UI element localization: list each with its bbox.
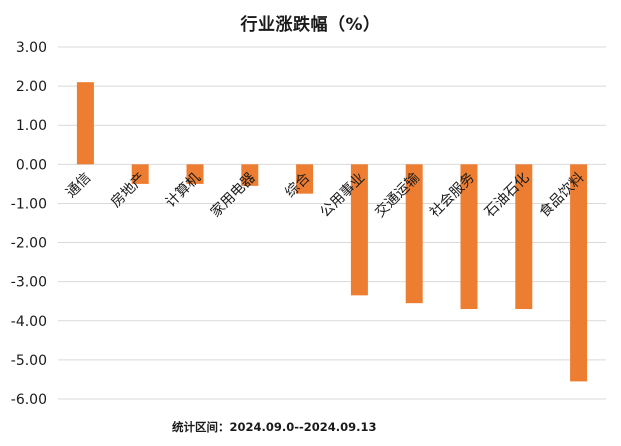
bar: [405, 164, 423, 304]
bar: [131, 164, 149, 184]
y-tick-label: 0.00: [16, 157, 47, 173]
chart-title: 行业涨跌幅（%）: [240, 15, 381, 35]
bar: [296, 164, 314, 194]
y-tick-label: -3.00: [11, 275, 47, 291]
bar: [350, 164, 368, 296]
bar: [570, 164, 588, 382]
bar: [76, 82, 94, 165]
x-category-label: 家用电器: [207, 169, 259, 221]
bar: [186, 164, 204, 184]
y-tick-label: -5.00: [11, 353, 47, 369]
y-tick-label: 3.00: [16, 40, 47, 56]
x-category-label: 房地产: [108, 170, 149, 211]
y-tick-label: 1.00: [16, 118, 47, 134]
y-tick-label: -4.00: [11, 314, 47, 330]
y-tick-label: -2.00: [11, 236, 47, 252]
bar: [460, 164, 478, 310]
chart-footer: 统计区间：2024.09.0--2024.09.13: [172, 420, 377, 434]
y-tick-label: -1.00: [11, 196, 47, 212]
x-category-label: 计算机: [163, 170, 204, 211]
y-tick-label: 2.00: [16, 79, 47, 95]
bar: [241, 164, 259, 186]
y-tick-label: -6.00: [11, 392, 47, 408]
x-category-label: 通信: [63, 170, 94, 201]
bar: [515, 164, 533, 310]
